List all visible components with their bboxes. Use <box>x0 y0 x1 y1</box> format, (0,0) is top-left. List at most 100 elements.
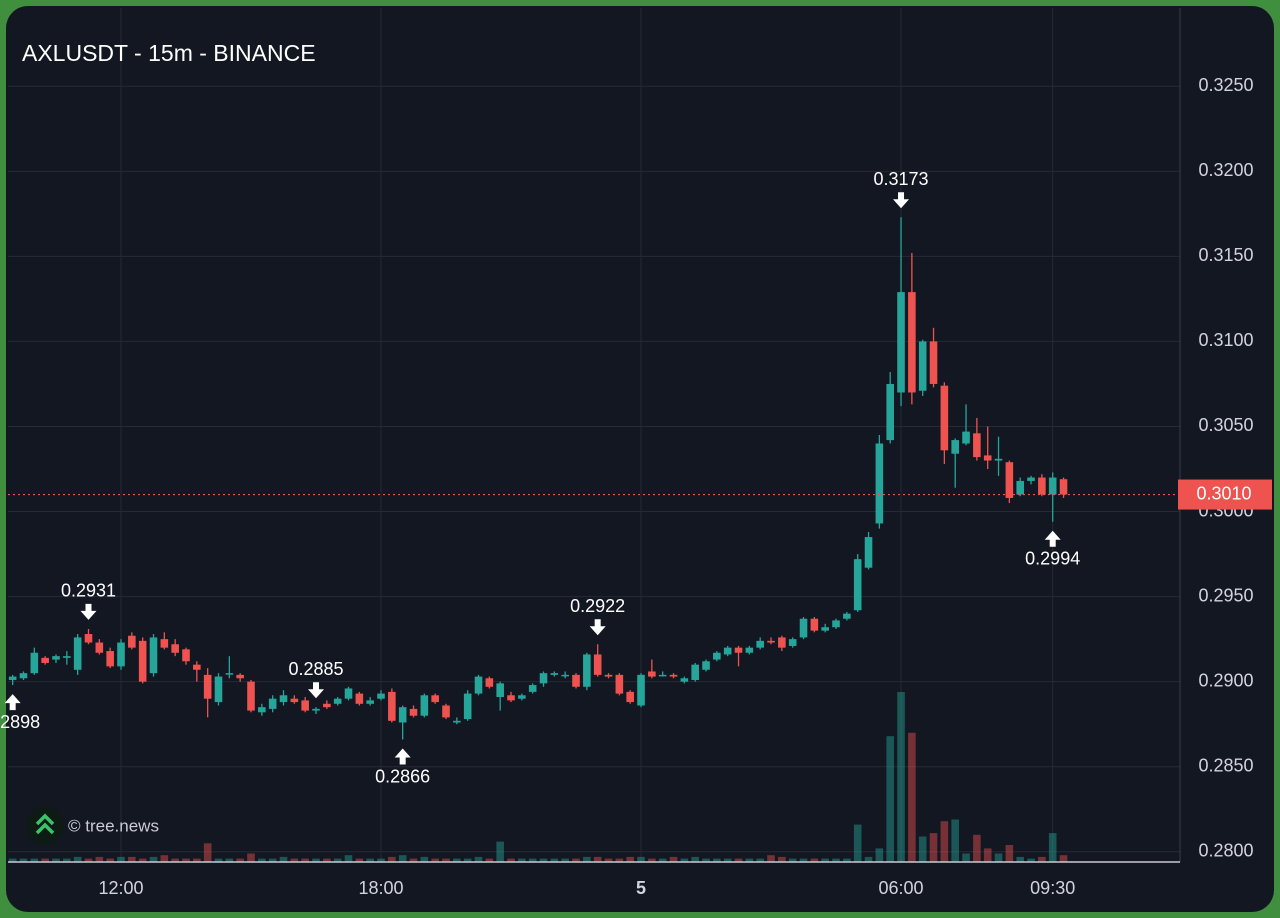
candle-body <box>908 292 916 393</box>
candle-body <box>669 674 678 677</box>
volume-bar <box>821 858 829 862</box>
x-tick-label: 5 <box>636 878 646 898</box>
candle-body <box>604 674 613 677</box>
arrow-down <box>893 192 910 209</box>
watermark-logo <box>26 807 64 845</box>
y-tick-label: 0.3250 <box>1198 75 1253 95</box>
volume-bar <box>420 856 429 862</box>
volume-bar <box>106 858 114 862</box>
volume-bar <box>398 855 407 862</box>
last-price-box <box>1178 479 1272 510</box>
candle-body <box>550 673 559 675</box>
volume-bar <box>723 858 732 862</box>
candle-body <box>312 708 320 711</box>
candle-body <box>41 657 49 663</box>
volume-bar <box>528 858 537 862</box>
low-label: 0.2866 <box>375 766 430 786</box>
candle-body <box>388 691 396 721</box>
volume-bar <box>658 858 667 862</box>
candle-body <box>583 654 591 687</box>
high-label: 0.2922 <box>570 596 625 616</box>
candle-body <box>52 656 60 660</box>
candle-body <box>648 671 656 677</box>
candle-body <box>799 618 808 638</box>
x-tick-label: 06:00 <box>879 878 924 898</box>
arrow-up <box>394 748 411 765</box>
volume-bar <box>409 858 418 862</box>
volume-bar <box>648 858 656 862</box>
candle-body <box>778 637 786 648</box>
arrow-down <box>589 619 606 636</box>
arrow-down <box>308 682 325 699</box>
volume-bar <box>312 858 320 862</box>
candle-body <box>691 664 699 680</box>
volume-bar <box>95 856 104 862</box>
volume-bar <box>8 858 17 862</box>
volume-bar <box>951 819 959 862</box>
candle-body <box>702 661 710 670</box>
volume-bar <box>431 858 439 862</box>
volume-bar <box>485 858 494 862</box>
volume-bar <box>799 858 808 862</box>
candle-body <box>323 703 331 708</box>
candle-body <box>236 674 244 679</box>
volume-bar <box>474 856 483 862</box>
y-tick-label: 0.3200 <box>1198 160 1253 180</box>
candle-body <box>474 676 483 694</box>
volume-bar <box>778 856 786 862</box>
volume-bar <box>583 856 591 862</box>
low-label: 0.2898 <box>0 712 40 732</box>
volume-bar <box>388 856 396 862</box>
volume-bar <box>669 856 678 862</box>
candle-body <box>875 443 884 524</box>
candle-body <box>117 642 125 667</box>
volume-bar <box>496 841 504 862</box>
volume-bar <box>983 848 992 862</box>
volume-bar <box>561 858 569 862</box>
candle-body <box>658 674 667 677</box>
high-label: 0.2885 <box>288 659 343 679</box>
volume-bar <box>149 856 158 862</box>
candle-body <box>843 613 851 619</box>
volume-bar <box>1059 855 1068 862</box>
volume-bar <box>463 858 472 862</box>
y-tick-label: 0.3050 <box>1198 415 1253 435</box>
candle-body <box>1027 477 1035 481</box>
y-tick-label: 0.2800 <box>1198 841 1253 861</box>
volume-bar <box>539 858 548 862</box>
candle-body <box>734 647 743 653</box>
volume-bar <box>203 843 212 862</box>
candle-body <box>344 688 353 699</box>
candle-body <box>940 385 949 451</box>
annotations: 0.2898 0.2931 0.2866 0.2922 0.2885 0.3173 0.29… <box>0 169 1080 786</box>
candle-body <box>1005 462 1014 498</box>
high-label: 0.3173 <box>873 169 928 189</box>
candle-body <box>897 292 905 393</box>
candle-body <box>767 640 775 643</box>
candle-body <box>1038 477 1046 495</box>
volume-bar <box>691 856 699 862</box>
candle-body <box>886 383 894 441</box>
x-tick-label: 18:00 <box>358 878 403 898</box>
candle-body <box>615 674 624 694</box>
volume-bar <box>258 858 266 862</box>
candle-body <box>203 674 212 699</box>
candle-body <box>637 674 645 706</box>
volume-bar <box>734 858 743 862</box>
candle-body <box>301 700 309 711</box>
volume-bar <box>279 856 288 862</box>
candle-body <box>333 698 342 704</box>
last-price-label: 0.3010 <box>1196 483 1251 503</box>
candle-body <box>30 652 39 674</box>
candle-body <box>821 627 829 631</box>
candle-body <box>507 695 515 701</box>
volume-bar <box>788 858 797 862</box>
volume-bar <box>550 858 559 862</box>
volume-bar <box>1027 858 1035 862</box>
candle-body <box>355 693 364 704</box>
candle-body <box>561 674 569 677</box>
volume-bar <box>593 856 602 862</box>
candle-body <box>19 673 28 679</box>
volume-bar <box>615 858 624 862</box>
